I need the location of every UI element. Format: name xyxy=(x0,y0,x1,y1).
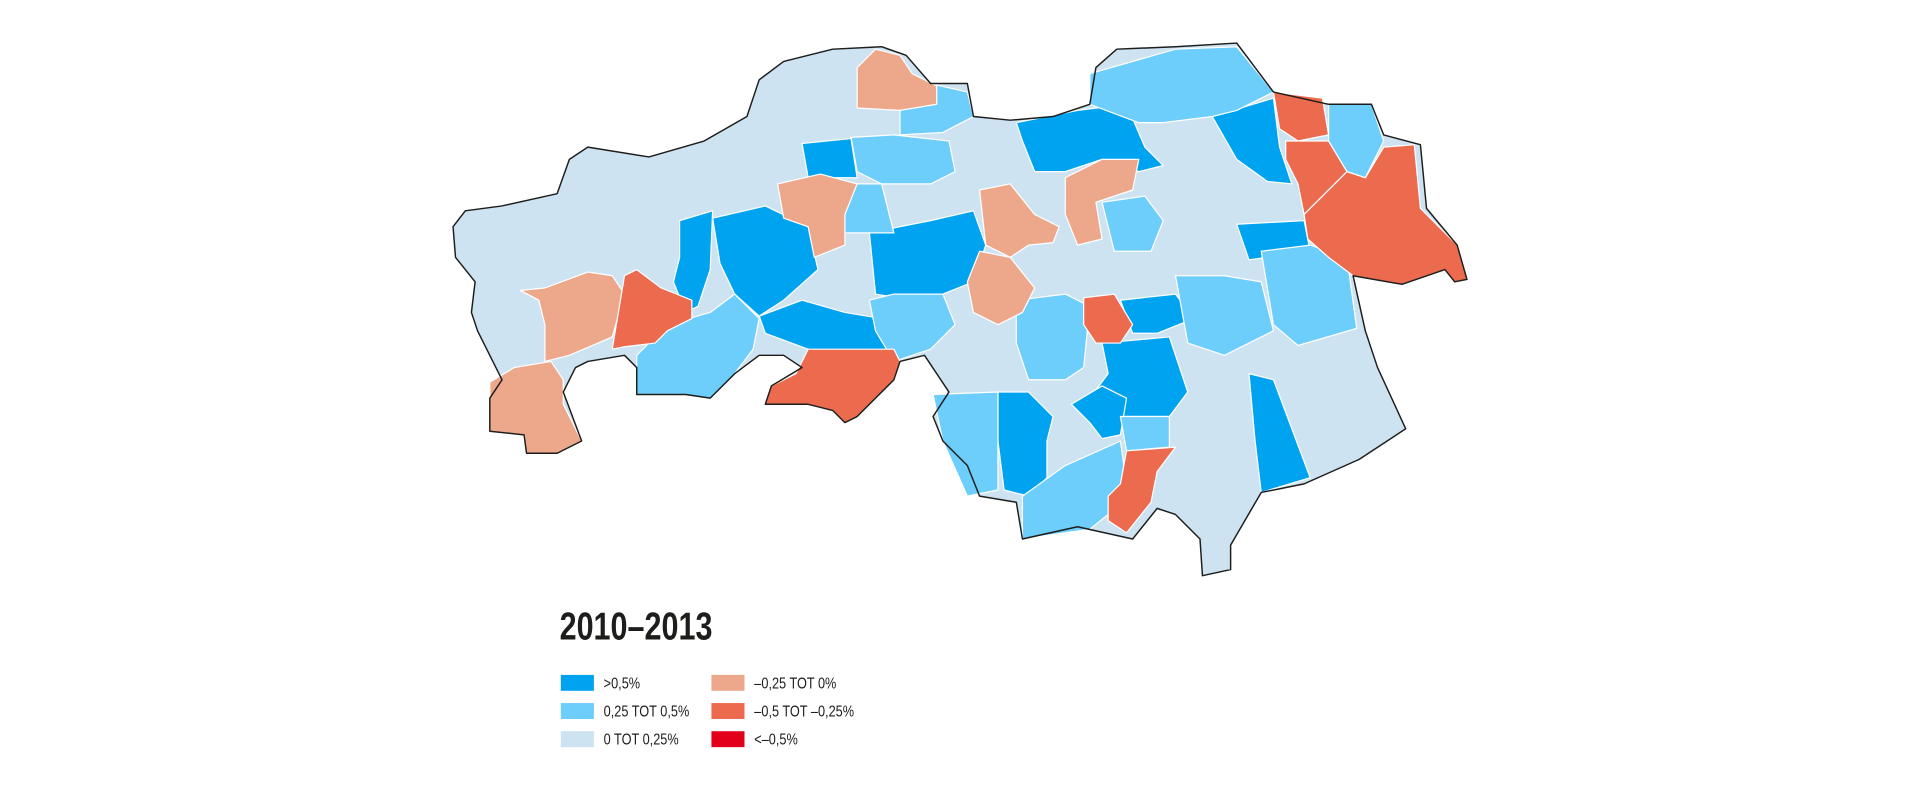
legend-swatch xyxy=(711,731,745,748)
legend-swatch xyxy=(560,674,594,691)
regions xyxy=(452,42,1468,577)
region xyxy=(1089,46,1275,124)
region xyxy=(1272,91,1330,142)
legend-label: –0,5 TOT –0,25% xyxy=(754,703,854,721)
legend-swatch xyxy=(711,703,745,719)
region xyxy=(611,268,693,350)
legend-swatch xyxy=(560,703,594,719)
region xyxy=(1083,293,1134,344)
region xyxy=(1107,446,1177,534)
legend-title: 2010–2013 xyxy=(560,605,713,648)
region xyxy=(856,48,938,112)
region xyxy=(1101,195,1164,252)
province-outline xyxy=(452,42,1468,577)
region xyxy=(978,183,1060,258)
legend-label: –0,25 TOT 0% xyxy=(754,675,836,693)
region xyxy=(801,137,858,179)
region xyxy=(519,271,626,363)
region xyxy=(1119,415,1171,452)
region xyxy=(1211,97,1293,185)
region xyxy=(712,205,819,317)
region xyxy=(850,134,956,185)
region xyxy=(997,391,1054,497)
legend-label: >0,5% xyxy=(604,675,641,693)
legend-label: 0,25 TOT 0,5% xyxy=(604,703,690,721)
region xyxy=(1174,275,1275,356)
region xyxy=(1064,158,1140,246)
region xyxy=(932,391,999,497)
region xyxy=(1260,244,1358,347)
region xyxy=(1015,293,1091,381)
legend-swatch xyxy=(560,731,594,748)
region xyxy=(764,348,901,424)
legend: >0,5% 0,25 TOT 0,5% 0 TOT 0,25% –0,25 TOT 0… xyxy=(560,674,854,749)
region xyxy=(776,173,858,258)
legend-label: <–0,5% xyxy=(754,731,798,749)
region xyxy=(868,293,956,363)
legend-swatch xyxy=(711,674,745,691)
region xyxy=(1070,385,1128,440)
legend-label: 0 TOT 0,25% xyxy=(604,731,679,749)
region xyxy=(966,250,1036,326)
region xyxy=(1248,373,1311,494)
